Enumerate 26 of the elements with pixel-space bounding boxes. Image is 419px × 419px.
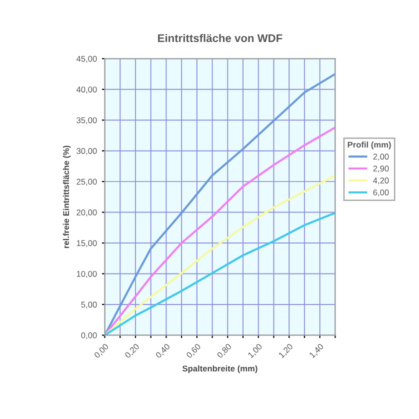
chart-title: Eintrittsfläche von WDF [158,34,282,42]
x-tick-label: 0,20 [124,343,140,360]
x-tick-label: 0,40 [155,343,171,360]
legend-label: 4,20 [373,178,389,184]
y-tick-label: 30,00 [76,148,97,155]
x-tick-label: 0,80 [216,343,232,360]
legend-label: 6,00 [373,189,389,196]
y-tick-label: 40,00 [76,86,97,94]
y-tick-label: 45,00 [76,56,97,63]
y-axis-title: rel.freie Eintrittsfläche (%) [62,146,71,248]
legend-label: 2,90 [373,166,389,172]
y-tick-label: 5,00 [81,302,97,309]
x-tick-label: 0,60 [186,343,202,360]
x-tick-label: 0,00 [94,343,110,360]
x-axis-title: Spaltenbreite (mm) [182,365,258,374]
legend-title: Profil (mm) [348,142,391,150]
x-tick-label: 1,00 [248,343,264,359]
y-tick-label: 25,00 [76,178,97,186]
y-tick-label: 35,00 [76,117,97,124]
x-tick-label: 1,40 [308,343,325,359]
x-tick-label: 1,20 [278,343,294,359]
legend-label: 2,00 [373,154,389,161]
y-tick-label: 15,00 [76,240,97,248]
y-tick-label: 20,00 [76,209,97,216]
y-tick-label: 10,00 [76,270,97,278]
y-tick-label: 0,00 [81,332,97,340]
